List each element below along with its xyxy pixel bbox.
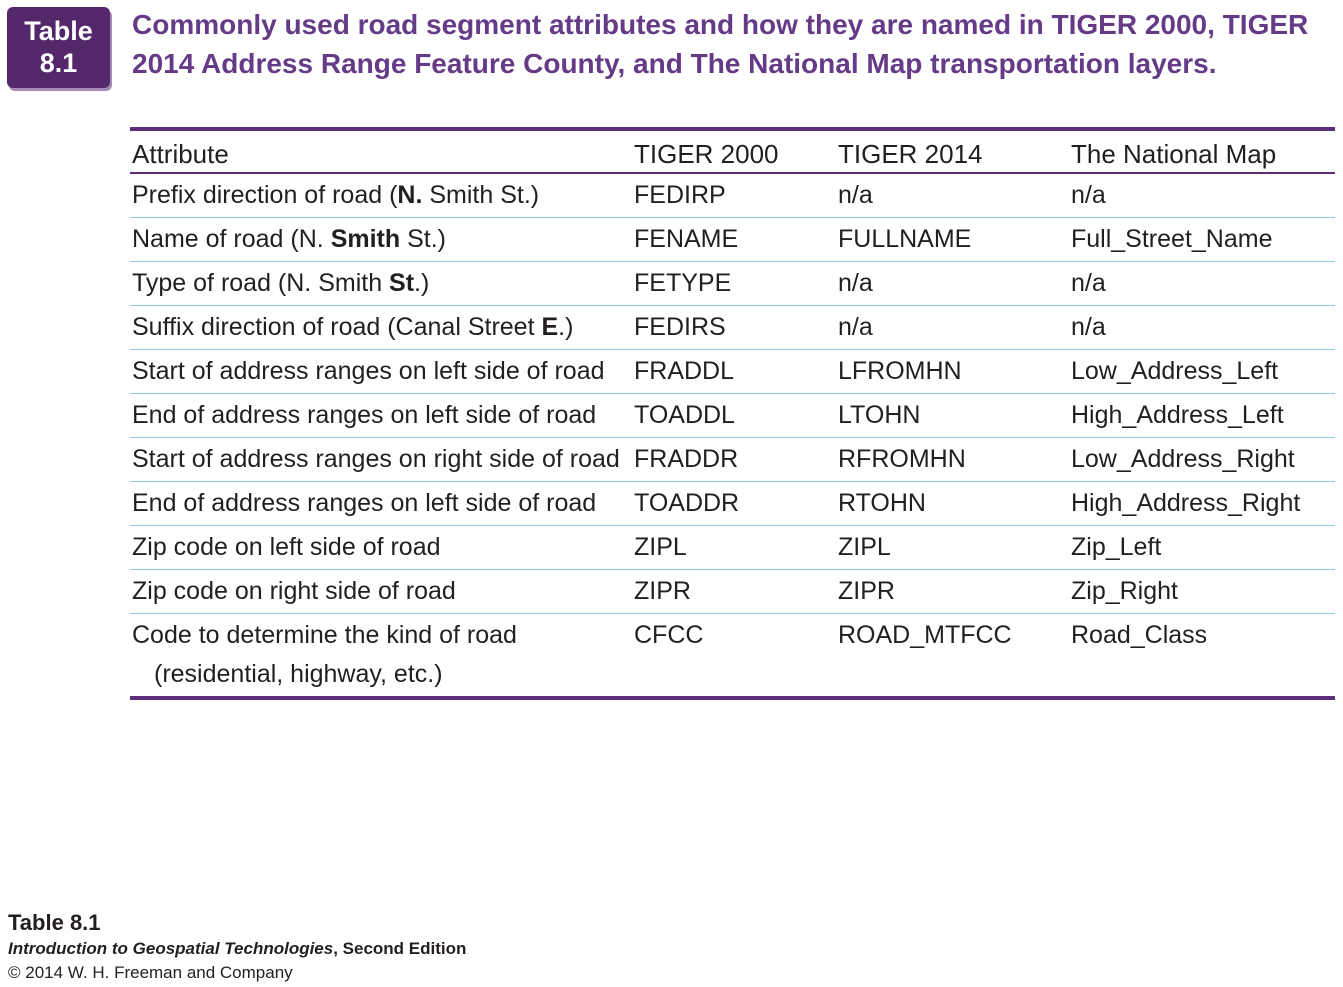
attribute-cell: Suffix direction of road (Canal Street E… [130,305,632,350]
attribute-cell: End of address ranges on left side of ro… [130,393,632,438]
attribute-text: Zip code on right side of road [132,577,456,605]
attribute-text: End of address ranges on left side of ro… [132,401,597,429]
table-row: Start of address ranges on right side of… [130,437,1335,482]
attribute-highlight: E [541,313,559,341]
attribute-cell: Name of road (N. Smith St.) [130,217,632,262]
book-edition: , Second Edition [333,939,467,958]
tiger-2000-cell: ZIPR [632,569,836,614]
table-header-row: Attribute TIGER 2000 TIGER 2014 The Nati… [130,131,1335,174]
credit-label: Table 8.1 [8,910,101,935]
national-map-cell: Low_Address_Right [1069,437,1335,482]
table-row: Zip code on left side of road ZIPL ZIPL Zip… [130,525,1335,570]
national-map-cell: n/a [1069,305,1335,350]
tiger-2014-cell: ZIPR [836,569,1069,614]
attribute-text: .) [414,269,430,297]
header-national-map: The National Map [1069,131,1335,174]
table-row: Name of road (N. Smith St.) FENAME FULLNAM… [130,217,1335,262]
tiger-2014-cell: RTOHN [836,481,1069,526]
table-row: Type of road (N. Smith St.) FETYPE n/a n/a [130,261,1335,306]
tiger-2000-cell: CFCC [634,621,704,649]
badge-label: Table [24,16,93,46]
attribute-table: Attribute TIGER 2000 TIGER 2014 The Nati… [130,127,1335,700]
tiger-2014-cell: n/a [836,305,1069,350]
table-row: Suffix direction of road (Canal Street E… [130,305,1335,350]
table-row: Code to determine the kind of road (resi… [130,614,1335,697]
attribute-cell: Code to determine the kind of road (resi… [130,614,632,697]
tiger-2000-cell: FENAME [632,217,836,262]
attribute-text: Code to determine the kind of road (resi… [132,621,517,688]
attribute-text: Smith St.) [422,181,540,209]
tiger-2014-cell: LFROMHN [836,349,1069,394]
attribute-highlight: N. [397,181,423,209]
tiger-2000-cell: TOADDL [632,393,836,438]
national-map-cell: Full_Street_Name [1069,217,1335,262]
attribute-cell: End of address ranges on left side of ro… [130,481,632,526]
attribute-text: Type of road (N. Smith [132,269,390,297]
tiger-2000-cell: FEDIRS [632,305,836,350]
attribute-cell: Zip code on right side of road [130,569,632,614]
tiger-2014-cell: RFROMHN [836,437,1069,482]
attribute-text: Start of address ranges on right side of… [132,445,620,473]
attribute-text: Suffix direction of road (Canal Street [132,313,542,341]
attribute-highlight: St [389,269,415,297]
tiger-2014-cell: ROAD_MTFCC [838,621,1012,649]
national-map-cell: High_Address_Left [1069,393,1335,438]
national-map-cell: Zip_Left [1069,525,1335,570]
badge-number: 8.1 [39,48,78,78]
national-map-cell: Zip_Right [1069,569,1335,614]
tiger-2014-cell: ZIPL [836,525,1069,570]
tiger-2000-cell: FRADDL [632,349,836,394]
attribute-cell: Prefix direction of road (N. Smith St.) [130,173,632,218]
attribute-highlight: Smith [330,225,401,253]
tiger-2000-cell: FETYPE [632,261,836,306]
table-body: Prefix direction of road (N. Smith St.) F… [130,173,1335,696]
table-number-badge: Table 8.1 [7,7,110,88]
attribute-cell: Start of address ranges on left side of … [130,349,632,394]
attribute-cell: Type of road (N. Smith St.) [130,261,632,306]
attribute-text: St.) [400,225,446,253]
header-tiger-2000: TIGER 2000 [632,131,836,174]
attribute-text: Start of address ranges on left side of … [132,357,605,385]
table-row: Start of address ranges on left side of … [130,349,1335,394]
tiger-2000-cell: TOADDR [632,481,836,526]
credit-copyright: © 2014 W. H. Freeman and Company [8,963,293,982]
table-title: Commonly used road segment attributes an… [132,9,1309,79]
attribute-text: Zip code on left side of road [132,533,441,561]
attribute-text: Name of road (N. [132,225,331,253]
credit-book: Introduction to Geospatial Technologies,… [8,937,466,961]
national-map-cell: n/a [1069,261,1335,306]
attribute-text: Prefix direction of road ( [132,181,398,209]
national-map-cell: Low_Address_Left [1069,349,1335,394]
tiger-2014-cell: n/a [836,261,1069,306]
tiger-2014-cell: n/a [836,173,1069,218]
header-tiger-2014: TIGER 2014 [836,131,1069,174]
national-map-cell: n/a [1069,173,1335,218]
tiger-2014-cell: LTOHN [836,393,1069,438]
tiger-2000-cell: FEDIRP [632,173,836,218]
table-row: End of address ranges on left side of ro… [130,481,1335,526]
figure-credit: Table 8.1 Introduction to Geospatial Tec… [8,909,466,985]
attribute-text: End of address ranges on left side of ro… [132,489,597,517]
tiger-2014-cell: FULLNAME [836,217,1069,262]
header-attribute: Attribute [130,131,632,174]
attribute-text: .) [558,313,574,341]
tiger-2000-cell: ZIPL [632,525,836,570]
table-row: Prefix direction of road (N. Smith St.) F… [130,173,1335,218]
table-row: End of address ranges on left side of ro… [130,393,1335,438]
attribute-cell: Start of address ranges on right side of… [130,437,632,482]
table-row: Zip code on right side of road ZIPR ZIPR Zi… [130,569,1335,614]
national-map-cell: High_Address_Right [1069,481,1335,526]
book-title: Introduction to Geospatial Technologies [8,939,334,958]
national-map-cell: Road_Class [1071,621,1208,649]
attribute-cell: Zip code on left side of road [130,525,632,570]
tiger-2000-cell: FRADDR [632,437,836,482]
